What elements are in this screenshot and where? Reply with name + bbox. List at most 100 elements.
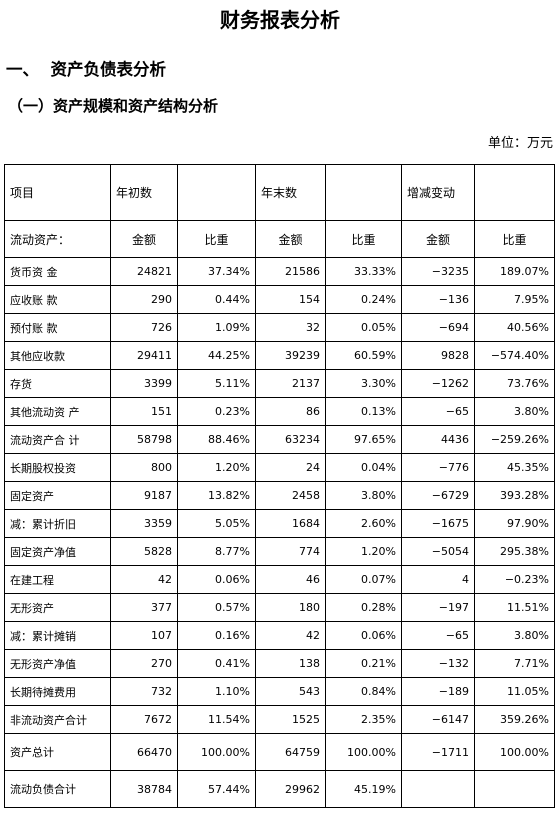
cell-begin-ratio: 1.09% [177,313,256,342]
cell-end-ratio: 0.21% [325,649,402,678]
unit-label: 单位：万元 [487,136,553,151]
cell-begin-ratio: 5.05% [177,509,256,538]
header-begin: 年初数 [110,164,178,221]
cell-end-amount: 543 [255,677,326,706]
cell-end-ratio: 0.13% [325,397,402,426]
cell-change-amount: −776 [401,453,475,482]
cell-end-ratio: 45.19% [325,770,402,808]
row-label: 长期股权投资 [4,453,111,482]
cell-change-ratio [474,770,555,808]
cell-change-amount: 4436 [401,425,475,454]
table-row: 无形资产净值 270 0.41% 138 0.21% −132 7.71% [4,649,555,678]
cell-begin-ratio: 0.16% [177,621,256,650]
cell-begin-amount: 3399 [110,369,178,398]
subheader-amount: 金额 [255,220,326,258]
cell-change-ratio: 7.95% [474,285,555,314]
cell-end-amount: 1684 [255,509,326,538]
cell-end-amount: 774 [255,537,326,566]
cell-begin-amount: 800 [110,453,178,482]
cell-change-ratio: 11.05% [474,677,555,706]
balance-sheet-table: 项目 年初数 年末数 增减变动 流动资产： 金额 比重 金额 比重 金额 比重 … [4,164,555,808]
cell-end-amount: 42 [255,621,326,650]
cell-begin-amount: 151 [110,397,178,426]
header-row: 项目 年初数 年末数 增减变动 [4,164,555,221]
cell-change-amount: −189 [401,677,475,706]
table-row: 无形资产 377 0.57% 180 0.28% −197 11.51% [4,593,555,622]
cell-begin-ratio: 100.00% [177,733,256,771]
cell-begin-amount: 42 [110,565,178,594]
table-row: 存货 3399 5.11% 2137 3.30% −1262 73.76% [4,369,555,398]
cell-change-ratio: 73.76% [474,369,555,398]
cell-end-amount: 21586 [255,257,326,286]
section-heading: 一、 资产负债表分析 [6,60,166,79]
row-label: 在建工程 [4,565,111,594]
header-change: 增减变动 [401,164,475,221]
subheader-ratio: 比重 [177,220,256,258]
table-row: 流动资产合 计 58798 88.46% 63234 97.65% 4436 −259.26… [4,425,555,454]
table-row: 应收账 款 290 0.44% 154 0.24% −136 7.95% [4,285,555,314]
cell-end-amount: 138 [255,649,326,678]
row-label: 固定资产 [4,481,111,510]
cell-begin-amount: 726 [110,313,178,342]
cell-begin-amount: 377 [110,593,178,622]
table-row: 非流动资产合计 7672 11.54% 1525 2.35% −6147 359.26% [4,705,555,734]
cell-end-ratio: 1.20% [325,537,402,566]
cell-end-ratio: 0.28% [325,593,402,622]
cell-begin-amount: 7672 [110,705,178,734]
page-title: 财务报表分析 [220,8,340,32]
cell-change-amount: −1711 [401,733,475,771]
table-row: 减：累计折旧 3359 5.05% 1684 2.60% −1675 97.90% [4,509,555,538]
row-label: 固定资产净值 [4,537,111,566]
cell-end-amount: 29962 [255,770,326,808]
cell-change-amount: −6147 [401,705,475,734]
row-label: 其他流动资 产 [4,397,111,426]
cell-begin-amount: 290 [110,285,178,314]
cell-begin-ratio: 0.23% [177,397,256,426]
row-label: 长期待摊费用 [4,677,111,706]
cell-change-ratio: −259.26% [474,425,555,454]
cell-change-amount: −5054 [401,537,475,566]
table-row: 长期待摊费用 732 1.10% 543 0.84% −189 11.05% [4,677,555,706]
cell-change-ratio: 3.80% [474,621,555,650]
cell-begin-amount: 5828 [110,537,178,566]
header-blank [474,164,555,221]
cell-begin-ratio: 37.34% [177,257,256,286]
cell-begin-ratio: 44.25% [177,341,256,370]
cell-end-amount: 180 [255,593,326,622]
header-blank [177,164,256,221]
cell-end-ratio: 97.65% [325,425,402,454]
cell-begin-amount: 29411 [110,341,178,370]
cell-change-ratio: 3.80% [474,397,555,426]
row-label: 流动负债合计 [4,770,111,808]
cell-begin-ratio: 57.44% [177,770,256,808]
table-row: 长期股权投资 800 1.20% 24 0.04% −776 45.35% [4,453,555,482]
cell-change-ratio: 295.38% [474,537,555,566]
row-label: 货币资 金 [4,257,111,286]
cell-begin-amount: 3359 [110,509,178,538]
cell-begin-amount: 9187 [110,481,178,510]
cell-end-ratio: 2.35% [325,705,402,734]
cell-change-amount: −197 [401,593,475,622]
cell-change-ratio: 189.07% [474,257,555,286]
cell-change-amount: −65 [401,621,475,650]
cell-begin-ratio: 1.10% [177,677,256,706]
cell-begin-amount: 24821 [110,257,178,286]
cell-end-ratio: 33.33% [325,257,402,286]
subheader-amount: 金额 [110,220,178,258]
cell-end-amount: 86 [255,397,326,426]
cell-end-amount: 64759 [255,733,326,771]
cell-change-ratio: 100.00% [474,733,555,771]
cell-begin-amount: 58798 [110,425,178,454]
row-label: 资产总计 [4,733,111,771]
cell-begin-ratio: 0.44% [177,285,256,314]
cell-end-ratio: 0.07% [325,565,402,594]
cell-change-amount: −3235 [401,257,475,286]
row-label: 非流动资产合计 [4,705,111,734]
row-label: 减：累计折旧 [4,509,111,538]
table-row: 其他流动资 产 151 0.23% 86 0.13% −65 3.80% [4,397,555,426]
table-row: 在建工程 42 0.06% 46 0.07% 4 −0.23% [4,565,555,594]
cell-change-ratio: 40.56% [474,313,555,342]
row-label: 减：累计摊销 [4,621,111,650]
cell-change-ratio: 97.90% [474,509,555,538]
cell-end-amount: 154 [255,285,326,314]
